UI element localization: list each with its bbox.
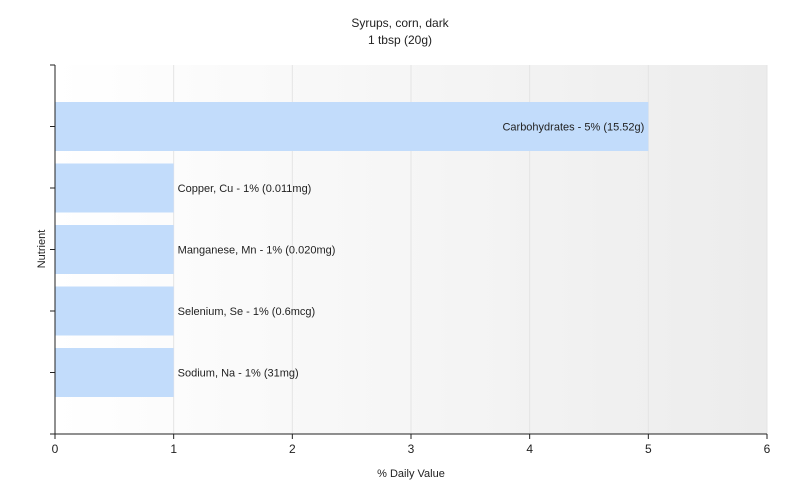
- x-tick-label: 2: [289, 442, 296, 456]
- x-tick-labels: 0 1 2 3 4 5 6: [52, 442, 771, 456]
- x-tick-label: 3: [408, 442, 415, 456]
- x-tick-label: 4: [526, 442, 533, 456]
- chart-subtitle: 1 tbsp (20g): [368, 33, 432, 47]
- bar: [55, 286, 174, 336]
- bar-label: Copper, Cu - 1% (0.011mg): [178, 183, 312, 195]
- bar: [55, 225, 174, 274]
- x-tick-label: 1: [170, 442, 177, 456]
- bars: [55, 102, 649, 397]
- bar-label: Sodium, Na - 1% (31mg): [178, 368, 299, 380]
- y-axis-label: Nutrient: [36, 230, 48, 269]
- bar: [55, 348, 174, 397]
- bar: [55, 102, 649, 151]
- chart-title: Syrups, corn, dark: [351, 16, 449, 30]
- x-tick-label: 0: [52, 442, 59, 456]
- bar-label: Manganese, Mn - 1% (0.020mg): [178, 245, 336, 257]
- bar-label: Carbohydrates - 5% (15.52g): [502, 122, 644, 134]
- bar-labels: Carbohydrates - 5% (15.52g) Copper, Cu - …: [178, 122, 645, 380]
- bar-label: Selenium, Se - 1% (0.6mcg): [178, 306, 316, 318]
- x-tick-label: 6: [764, 442, 771, 456]
- x-tick-label: 5: [645, 442, 652, 456]
- bar: [55, 163, 174, 213]
- x-axis-label: % Daily Value: [377, 468, 445, 480]
- tick-marks: [50, 64, 768, 439]
